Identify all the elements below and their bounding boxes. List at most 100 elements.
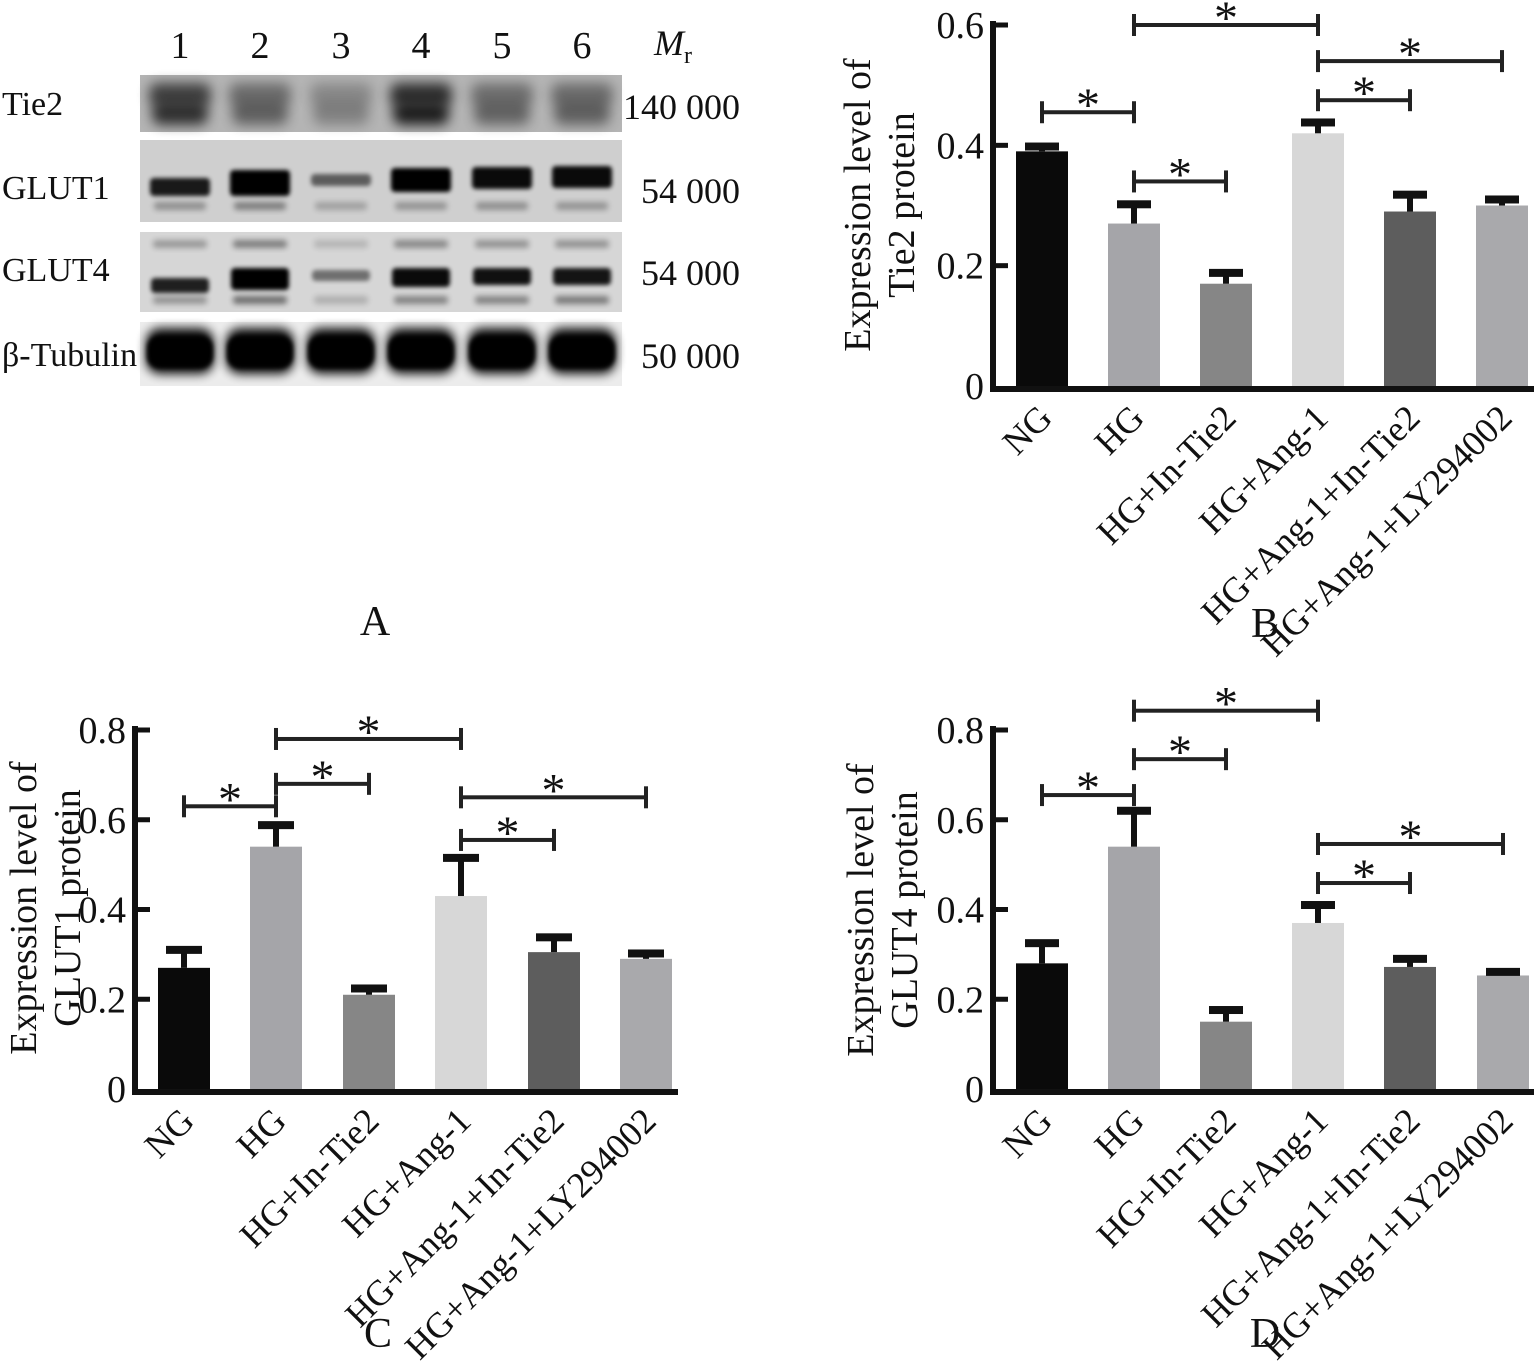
y-tick-label: 0.2 bbox=[937, 979, 985, 1021]
glut1-band bbox=[311, 174, 371, 186]
tie2-band bbox=[310, 83, 372, 107]
x-axis bbox=[990, 1089, 1534, 1095]
tie2-band bbox=[152, 103, 208, 125]
glut4-lower-band bbox=[394, 296, 448, 304]
y-tick-label: 0.6 bbox=[937, 800, 985, 842]
x-category-label: HG bbox=[229, 1100, 294, 1165]
bar-HG+Ang-1+LY294002 bbox=[1477, 975, 1529, 1089]
significance-star: * bbox=[218, 773, 242, 826]
y-axis-title-line: Tie2 protein bbox=[881, 112, 923, 297]
y-tick-label: 0.4 bbox=[79, 890, 127, 932]
y-tick-label: 0.6 bbox=[79, 800, 127, 842]
y-tick bbox=[996, 727, 1008, 733]
significance-star: * bbox=[1352, 67, 1376, 120]
x-category-label: NG bbox=[995, 397, 1060, 462]
error-bar-stem bbox=[1131, 204, 1137, 224]
bar-NG bbox=[1016, 151, 1068, 386]
bracket-end-tick bbox=[1132, 170, 1136, 193]
glut4-upper-band bbox=[555, 240, 609, 248]
glut4-upper-band bbox=[314, 240, 368, 248]
bar-NG bbox=[1016, 963, 1068, 1089]
western-blot-strips bbox=[140, 75, 622, 386]
y-axis-title-line: Expression level of bbox=[3, 761, 45, 1055]
bracket-end-tick bbox=[1408, 89, 1412, 112]
significance-bracket bbox=[1318, 59, 1502, 64]
bracket-end-tick bbox=[1316, 699, 1320, 722]
error-bar-stem bbox=[1407, 194, 1413, 212]
significance-bracket bbox=[1042, 793, 1134, 798]
blot-row-label-glut4: GLUT4 bbox=[2, 252, 110, 289]
lane-number-5: 5 bbox=[492, 25, 512, 67]
y-tick-label: 0.8 bbox=[937, 710, 985, 752]
y-tick-label: 0.4 bbox=[937, 125, 985, 167]
mr-value-glut1: 54 000 bbox=[641, 171, 740, 211]
glut4-band bbox=[151, 278, 209, 293]
glut1-band bbox=[552, 166, 612, 188]
significance-star: * bbox=[1168, 148, 1192, 201]
bracket-end-tick bbox=[1132, 101, 1136, 124]
blot-row-label-tie2: Tie2 bbox=[2, 86, 64, 123]
error-bar-stem bbox=[1131, 810, 1137, 847]
y-tick bbox=[138, 907, 150, 912]
y-tick-label: 0.2 bbox=[937, 246, 985, 288]
blot-row-label-glut1: GLUT1 bbox=[2, 170, 110, 207]
glut4-lower-band bbox=[153, 296, 207, 304]
x-axis bbox=[990, 386, 1534, 392]
bracket-end-tick bbox=[459, 727, 463, 750]
glut1-secondary-band bbox=[154, 202, 206, 210]
y-tick-label: 0.8 bbox=[79, 710, 127, 752]
y-tick bbox=[138, 817, 150, 823]
error-bar-cap bbox=[1209, 268, 1243, 277]
significance-bracket bbox=[1042, 110, 1134, 115]
glut4-band bbox=[312, 270, 370, 281]
btubulin-band-core bbox=[227, 336, 293, 368]
error-bar-stem bbox=[1039, 943, 1045, 964]
panel-label-a: A bbox=[359, 599, 391, 645]
error-bar-cap bbox=[1393, 190, 1427, 199]
y-tick-label: 0 bbox=[965, 366, 984, 408]
lane-number-2: 2 bbox=[250, 25, 270, 67]
error-bar-stem bbox=[458, 857, 464, 897]
significance-bracket bbox=[276, 736, 461, 741]
panel-label-d: D bbox=[1249, 1311, 1281, 1357]
tie2-band bbox=[232, 103, 288, 125]
bar-HG+Ang-1 bbox=[1292, 133, 1344, 386]
y-tick bbox=[996, 263, 1008, 269]
bracket-end-tick bbox=[274, 727, 278, 750]
error-bar-cap bbox=[536, 933, 572, 942]
bracket-end-tick bbox=[1132, 13, 1136, 36]
y-axis bbox=[990, 726, 996, 1095]
error-bar-cap bbox=[1209, 1006, 1243, 1015]
bracket-end-tick bbox=[1501, 832, 1505, 855]
significance-star: * bbox=[311, 751, 335, 804]
error-bar-cap bbox=[1301, 118, 1335, 127]
y-tick bbox=[996, 142, 1008, 148]
error-bar-stem bbox=[1315, 122, 1321, 134]
bracket-end-tick bbox=[1224, 170, 1228, 193]
glut1-band bbox=[150, 178, 210, 196]
y-tick bbox=[138, 996, 150, 1002]
bracket-end-tick bbox=[1408, 872, 1412, 895]
chart-glut1-expression: 0 0.2 0.4 0.6 0.8 Expression level of GLUT1 pr… bbox=[3, 706, 678, 1367]
error-bar-cap bbox=[1117, 200, 1151, 209]
mr-value-tie2: 140 000 bbox=[623, 87, 740, 127]
significance-bracket bbox=[461, 837, 554, 842]
y-axis bbox=[990, 20, 996, 393]
mr-value-btubulin: 50 000 bbox=[641, 336, 740, 376]
blot-strip-3 bbox=[140, 322, 622, 386]
error-bar-stem bbox=[551, 937, 557, 953]
tie2-band bbox=[474, 103, 530, 125]
bar-HG+Ang-1+In-Tie2 bbox=[1384, 211, 1436, 386]
significance-star: * bbox=[1214, 678, 1238, 731]
bracket-end-tick bbox=[367, 772, 371, 795]
bracket-end-tick bbox=[644, 786, 648, 809]
y-tick-label: 0 bbox=[965, 1069, 984, 1111]
y-tick bbox=[138, 727, 150, 733]
lane-number-4: 4 bbox=[411, 25, 431, 67]
tie2-band bbox=[149, 83, 211, 107]
lane-number-6: 6 bbox=[572, 25, 592, 67]
glut4-lower-band bbox=[555, 296, 609, 304]
y-axis-title-line: GLUT1 protein bbox=[47, 789, 89, 1026]
error-bar-stem bbox=[273, 825, 279, 847]
error-bar-cap bbox=[1393, 954, 1427, 963]
